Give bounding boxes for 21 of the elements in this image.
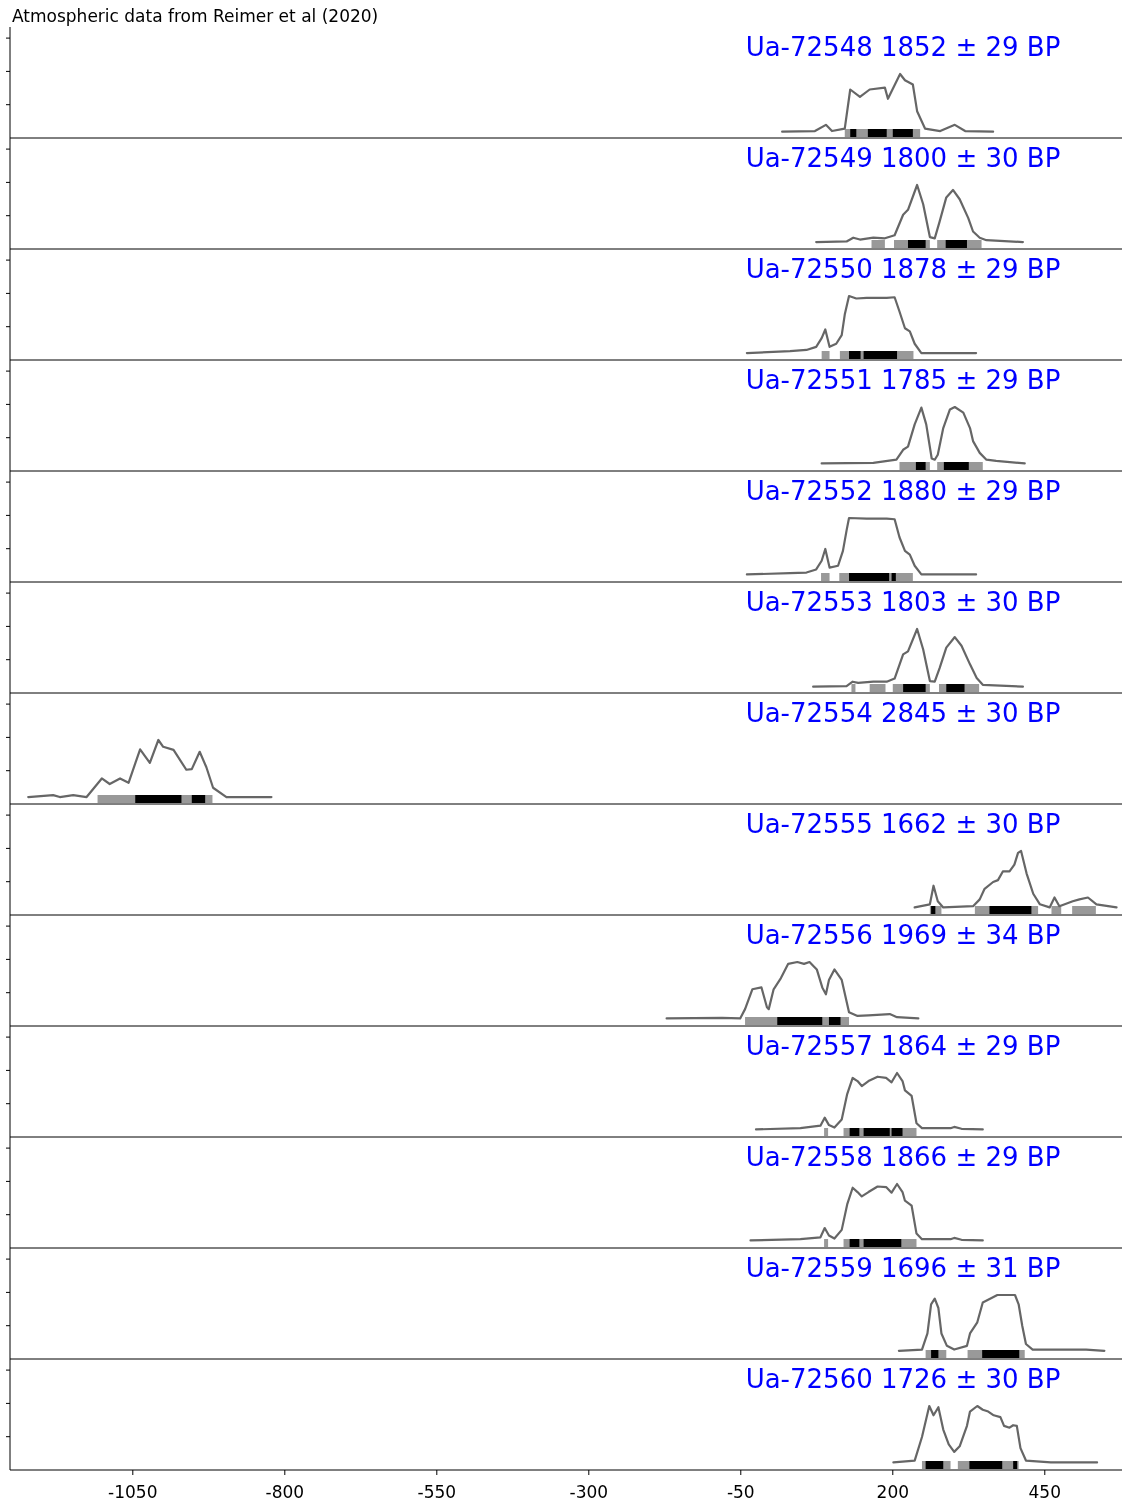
chart-title: Ua-72557 1864 ± 29 BP: [745, 1031, 1061, 1061]
chart-title: Ua-72550 1878 ± 29 BP: [745, 254, 1061, 284]
x-tick-label: -550: [417, 1482, 457, 1502]
chart-title: Ua-72560 1726 ± 30 BP: [745, 1364, 1061, 1394]
chart-title: Ua-72555 1662 ± 30 BP: [745, 809, 1061, 839]
x-tick-label: -50: [726, 1482, 755, 1502]
x-tick-label: -800: [265, 1482, 305, 1502]
chart-title: Ua-72552 1880 ± 29 BP: [745, 476, 1061, 506]
chart-title: Ua-72549 1800 ± 30 BP: [745, 143, 1061, 173]
chart-title: Ua-72551 1785 ± 29 BP: [745, 365, 1061, 395]
text: Atmospheric data from Reimer et al (2020): [12, 6, 379, 26]
chart-title: Ua-72559 1696 ± 31 BP: [745, 1253, 1061, 1283]
chart-title: Ua-72548 1852 ± 29 BP: [745, 32, 1061, 62]
x-tick-label: -300: [569, 1482, 609, 1502]
x-tick-label: 450: [1028, 1482, 1062, 1502]
chart-title: Ua-72556 1969 ± 34 BP: [745, 920, 1061, 950]
x-tick-label: -1050: [108, 1482, 158, 1502]
x-tick-label: 200: [876, 1482, 910, 1502]
chart-title: Ua-72553 1803 ± 30 BP: [745, 587, 1061, 617]
chart-title: Ua-72554 2845 ± 30 BP: [745, 698, 1061, 728]
chart-title: Ua-72558 1866 ± 29 BP: [745, 1142, 1061, 1172]
